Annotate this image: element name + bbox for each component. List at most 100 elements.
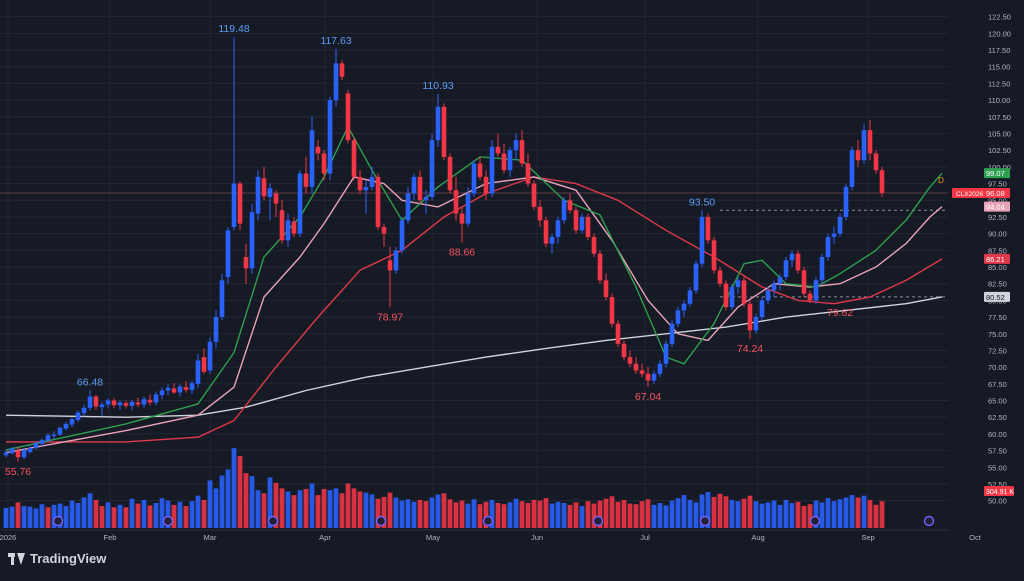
volume-bar — [831, 501, 837, 528]
candle-body — [99, 404, 105, 408]
volume-bar — [273, 482, 279, 528]
price-annotation: 74.24 — [737, 343, 763, 355]
price-annotation: 119.48 — [218, 23, 249, 35]
candle-body — [429, 140, 435, 197]
volume-bar — [399, 500, 405, 528]
volume-bar — [687, 499, 693, 528]
volume-bar — [489, 499, 495, 528]
candle-body — [225, 230, 231, 278]
volume-bar — [135, 503, 141, 528]
event-marker-icon — [699, 515, 711, 527]
candle-body — [81, 407, 87, 414]
candle-body — [747, 303, 753, 331]
candle-body — [183, 387, 189, 390]
volume-bar — [525, 502, 531, 528]
time-tick-label: Sep — [861, 533, 874, 542]
volume-bar — [729, 499, 735, 528]
volume-bar — [447, 499, 453, 528]
candle-body — [651, 373, 657, 381]
candle-body — [471, 163, 477, 194]
candle-body — [309, 130, 315, 187]
volume-bar — [357, 491, 363, 528]
candle-body — [777, 277, 783, 284]
volume-bar — [303, 488, 309, 528]
price-tick-label: 50.00 — [988, 497, 1007, 506]
volume-bar — [159, 498, 165, 528]
time-tick-label: Oct — [969, 533, 982, 542]
volume-bar — [825, 498, 831, 528]
volume-bar — [309, 483, 315, 528]
volume-bar — [3, 507, 9, 528]
volume-bar — [855, 497, 861, 528]
price-tick-label: 102.50 — [988, 146, 1011, 155]
candle-body — [489, 146, 495, 194]
candle-body — [201, 357, 207, 372]
candle-body — [117, 402, 123, 406]
event-marker-icon — [375, 515, 387, 527]
volume-bar — [609, 496, 615, 528]
time-tick-label: Jul — [640, 533, 650, 542]
candle-body — [351, 140, 357, 177]
volume-bar — [789, 502, 795, 528]
candle-body — [615, 323, 621, 344]
candle-body — [141, 399, 147, 405]
candle-body — [825, 236, 831, 257]
candle-body — [621, 343, 627, 358]
volume-bar — [363, 492, 369, 528]
volume-bar — [69, 500, 75, 528]
candle-body — [609, 297, 615, 324]
price-tick-label: 77.50 — [988, 313, 1007, 322]
volume-bar — [861, 495, 867, 528]
candle-body — [513, 140, 519, 151]
dividend-marker-icon: D — [938, 176, 944, 185]
price-tick-label: 72.50 — [988, 346, 1007, 355]
candle-body — [21, 449, 27, 458]
brand-name: TradingView — [30, 551, 107, 566]
price-tick-label: 65.00 — [988, 397, 1007, 406]
volume-bar — [807, 504, 813, 528]
price-tick-label: 97.50 — [988, 180, 1007, 189]
volume-bar — [15, 502, 21, 528]
event-marker-icon — [592, 515, 604, 527]
price-tick-label: 82.50 — [988, 280, 1007, 289]
price-tick-label: 62.50 — [988, 413, 1007, 422]
volume-bar — [471, 499, 477, 528]
volume-bar — [285, 491, 291, 528]
candle-body — [39, 439, 45, 444]
candle-body — [63, 423, 69, 429]
candle-body — [129, 401, 135, 406]
volume-bar — [615, 501, 621, 528]
event-marker-icon — [52, 515, 64, 527]
candle-body — [675, 310, 681, 324]
event-marker-icon — [162, 515, 174, 527]
candle-body — [459, 213, 465, 224]
candle-body — [135, 402, 141, 405]
candle-body — [855, 150, 861, 161]
candle-body — [525, 163, 531, 184]
price-tick-label: 112.50 — [988, 79, 1010, 88]
volume-bar — [351, 488, 357, 528]
volume-bar — [519, 501, 525, 528]
price-tick-label: 55.00 — [988, 463, 1007, 472]
candle-body — [537, 206, 543, 221]
volume-bar — [441, 493, 447, 528]
time-tick-label: Jun — [531, 533, 543, 542]
price-label-text: 99.07 — [986, 169, 1005, 178]
volume-bar — [423, 501, 429, 528]
candle-body — [579, 216, 585, 231]
volume-bar — [627, 503, 633, 528]
volume-bar — [759, 503, 765, 528]
candle-body — [597, 253, 603, 281]
candle-body — [549, 236, 555, 244]
volume-bar — [657, 502, 663, 528]
volume-bar — [579, 506, 585, 528]
candle-body — [69, 419, 75, 425]
candle-body — [105, 400, 111, 405]
volume-bar — [105, 502, 111, 528]
volume-bar — [75, 502, 81, 528]
tradingview-logo[interactable]: TradingView — [8, 551, 106, 566]
candle-body — [729, 287, 735, 308]
volume-bar — [801, 506, 807, 528]
